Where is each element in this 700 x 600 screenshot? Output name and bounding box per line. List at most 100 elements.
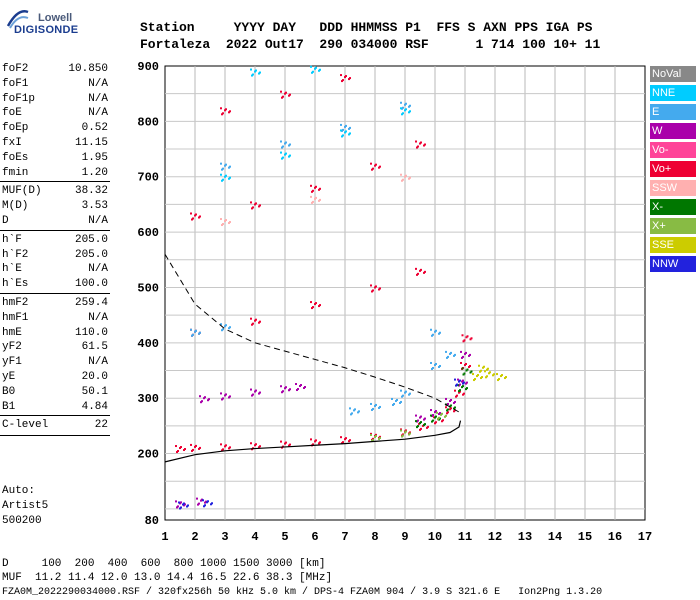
param-row: yF2 61.5 bbox=[2, 340, 108, 354]
echo-point bbox=[201, 400, 203, 403]
echo-point bbox=[454, 378, 456, 381]
echo-point bbox=[427, 425, 429, 428]
echo-point bbox=[312, 189, 314, 192]
param-value: 4.84 bbox=[81, 400, 108, 413]
param-value: 205.0 bbox=[74, 248, 108, 261]
echo-point bbox=[375, 433, 377, 436]
param-name: foE bbox=[2, 107, 22, 120]
echo-point bbox=[319, 68, 321, 71]
param-value: 0.52 bbox=[81, 122, 108, 135]
echo-point bbox=[484, 370, 486, 373]
echo-point bbox=[195, 213, 197, 216]
y-tick-label: 500 bbox=[137, 281, 159, 295]
echo-point bbox=[229, 165, 231, 168]
echo-point bbox=[417, 419, 419, 422]
param-row: yE 20.0 bbox=[2, 370, 108, 384]
echo-point bbox=[400, 428, 402, 431]
echo-point bbox=[192, 333, 194, 336]
echo-point bbox=[375, 163, 377, 166]
param-value: N/A bbox=[88, 215, 108, 227]
echo-point bbox=[312, 200, 314, 203]
echo-point bbox=[435, 329, 437, 332]
y-tick-label: 300 bbox=[137, 392, 159, 406]
echo-point bbox=[409, 392, 411, 395]
echo-point bbox=[420, 141, 422, 144]
echo-point bbox=[459, 383, 461, 386]
echo-point bbox=[454, 406, 456, 409]
param-row: h`Es 100.0 bbox=[2, 277, 108, 291]
echo-point bbox=[462, 379, 464, 382]
legend-item: NNW bbox=[650, 256, 696, 272]
echo-point bbox=[351, 412, 353, 415]
legend-item: NoVal bbox=[650, 66, 696, 82]
echo-point bbox=[250, 442, 252, 445]
param-name: h`F2 bbox=[2, 248, 29, 261]
echo-point bbox=[319, 304, 321, 307]
echo-point bbox=[432, 366, 434, 369]
echo-point bbox=[220, 323, 222, 326]
echo-point bbox=[220, 218, 222, 221]
echo-point bbox=[225, 393, 227, 396]
echo-point bbox=[402, 434, 404, 437]
echo-point bbox=[225, 163, 227, 166]
echo-point bbox=[409, 176, 411, 179]
param-row: h`F 205.0 bbox=[2, 233, 108, 247]
echo-point bbox=[375, 285, 377, 288]
echo-point bbox=[400, 400, 402, 403]
echo-point bbox=[319, 198, 321, 201]
header-labels: Station YYYY DAY DDD HHMMSS P1 FFS S AXN… bbox=[140, 20, 593, 35]
echo-point bbox=[195, 444, 197, 447]
echo-point bbox=[370, 284, 372, 287]
echo-point bbox=[375, 434, 377, 437]
echo-point bbox=[498, 378, 500, 381]
echo-point bbox=[175, 445, 177, 448]
echo-point bbox=[199, 331, 201, 334]
param-value: 100.0 bbox=[74, 278, 108, 291]
echo-point bbox=[225, 324, 227, 327]
echo-point bbox=[463, 339, 466, 342]
param-row: foE N/A bbox=[2, 106, 108, 120]
param-name: foF1 bbox=[2, 77, 29, 90]
x-tick-label: 13 bbox=[518, 530, 532, 544]
echo-point bbox=[470, 370, 473, 373]
echo-point bbox=[192, 217, 194, 220]
echo-point bbox=[315, 196, 317, 199]
param-value: 50.1 bbox=[81, 385, 108, 398]
echo-point bbox=[342, 128, 344, 131]
echo-point bbox=[204, 504, 206, 507]
param-row: fmin 1.20 bbox=[2, 166, 108, 180]
echo-point bbox=[405, 102, 407, 105]
echo-point bbox=[255, 443, 257, 446]
param-separator bbox=[0, 229, 110, 231]
echo-point bbox=[465, 351, 467, 354]
echo-point bbox=[222, 223, 224, 226]
echo-point bbox=[289, 143, 291, 146]
param-value: 11.15 bbox=[74, 137, 108, 149]
echo-point bbox=[345, 124, 347, 127]
param-name: yE bbox=[2, 371, 16, 383]
y-tick-label: 800 bbox=[137, 115, 159, 129]
echo-point bbox=[280, 151, 282, 154]
param-value: 110.0 bbox=[74, 326, 108, 339]
echo-point bbox=[354, 408, 356, 411]
param-value: N/A bbox=[88, 92, 108, 105]
echo-point bbox=[340, 123, 342, 126]
y-tick-label: 80 bbox=[145, 514, 159, 528]
echo-point bbox=[285, 141, 287, 144]
echo-point bbox=[222, 167, 224, 170]
echo-point bbox=[487, 367, 489, 370]
param-separator bbox=[0, 435, 110, 437]
echo-point bbox=[250, 68, 252, 71]
param-name: foEs bbox=[2, 151, 29, 164]
echo-point bbox=[372, 437, 374, 440]
x-tick-label: 14 bbox=[548, 530, 562, 544]
x-tick-label: 9 bbox=[401, 530, 408, 544]
echo-point bbox=[417, 272, 419, 275]
echo-point bbox=[183, 502, 185, 505]
echo-point bbox=[409, 104, 411, 107]
echo-point bbox=[457, 378, 459, 381]
echo-point bbox=[459, 389, 461, 392]
echo-point bbox=[477, 374, 479, 377]
param-name: h`Es bbox=[2, 278, 29, 291]
param-separator bbox=[0, 181, 110, 183]
